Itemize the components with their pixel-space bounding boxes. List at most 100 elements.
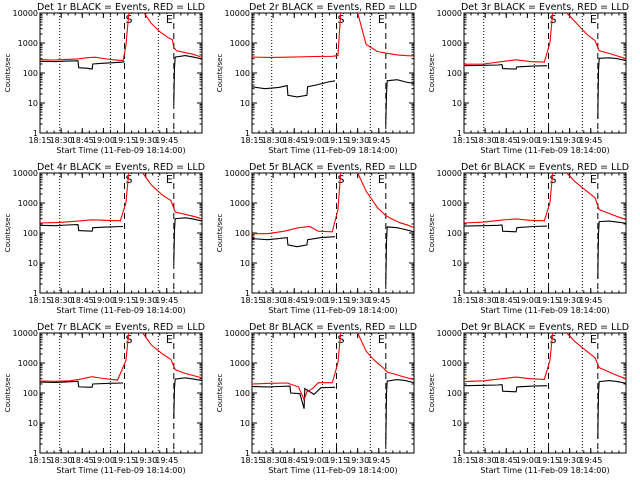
y-tick-label: 100 bbox=[447, 389, 462, 398]
marker-bg bbox=[125, 174, 134, 184]
x-tick-label: 18:30 bbox=[262, 456, 285, 465]
black-events-line-1 bbox=[252, 80, 336, 98]
red-lld-line-3 bbox=[566, 333, 626, 380]
plot-title: Det 4r BLACK = Events, RED = LLD bbox=[37, 162, 205, 173]
x-tick-label: 19:00 bbox=[92, 296, 115, 305]
x-tick-label: 18:30 bbox=[50, 456, 73, 465]
red-lld-line-2 bbox=[252, 173, 342, 235]
y-tick-label: 1000 bbox=[18, 39, 38, 48]
x-axis-label: Start Time (11-Feb-09 18:14:00) bbox=[480, 306, 609, 315]
y-tick-label: 100 bbox=[23, 69, 38, 78]
x-tick-label: 19:30 bbox=[558, 456, 581, 465]
marker-bg bbox=[125, 14, 134, 24]
y-axis-label: Counts/sec bbox=[428, 374, 436, 413]
marker-bg bbox=[337, 334, 346, 344]
y-tick-label: 1 bbox=[245, 289, 250, 298]
plot-frame bbox=[463, 332, 627, 454]
x-tick-label: 19:30 bbox=[134, 136, 157, 145]
series-group bbox=[252, 173, 414, 285]
x-tick-label: 19:30 bbox=[346, 136, 369, 145]
black-events-line-4 bbox=[597, 220, 626, 279]
marker-bg bbox=[377, 14, 386, 24]
marker-bg bbox=[165, 334, 174, 344]
black-events-line-1 bbox=[40, 60, 125, 70]
x-tick-label: 19:45 bbox=[367, 136, 390, 145]
y-tick-label: 100 bbox=[447, 229, 462, 238]
x-tick-label: 19:15 bbox=[537, 136, 560, 145]
plot-title: Det 1r BLACK = Events, RED = LLD bbox=[37, 2, 205, 13]
plot-panel-8: Det 8r BLACK = Events, RED = LLD 1 10 100 10… bbox=[216, 322, 417, 475]
x-tick-label: 19:00 bbox=[304, 456, 327, 465]
x-tick-label: 18:45 bbox=[71, 456, 94, 465]
x-axis-label: Start Time (11-Feb-09 18:14:00) bbox=[56, 146, 185, 155]
x-tick-label: 18:45 bbox=[283, 136, 306, 145]
black-events-line-4 bbox=[597, 380, 626, 439]
x-tick-label: 19:30 bbox=[558, 136, 581, 145]
y-tick-label: 10000 bbox=[225, 9, 250, 18]
y-axis-label: Counts/sec bbox=[4, 214, 12, 253]
marker-bg bbox=[165, 14, 174, 24]
y-tick-label: 10 bbox=[240, 419, 250, 428]
x-tick-label: 18:15 bbox=[452, 136, 475, 145]
x-tick-label: 18:45 bbox=[495, 296, 518, 305]
y-tick-label: 1 bbox=[33, 129, 38, 138]
red-lld-line-2 bbox=[40, 333, 130, 382]
y-tick-label: 10 bbox=[28, 419, 38, 428]
y-tick-label: 10000 bbox=[225, 169, 250, 178]
x-tick-label: 19:30 bbox=[134, 456, 157, 465]
plot-frame bbox=[463, 12, 627, 134]
red-lld-line-3 bbox=[566, 173, 626, 221]
y-tick-label: 10 bbox=[28, 259, 38, 268]
y-axis-label: Counts/sec bbox=[216, 54, 224, 93]
start-marker: S bbox=[338, 13, 345, 26]
x-tick-label: 19:00 bbox=[516, 456, 539, 465]
x-tick-label: 18:45 bbox=[495, 456, 518, 465]
y-tick-label: 1 bbox=[457, 289, 462, 298]
marker-bg bbox=[337, 14, 346, 24]
y-tick-label: 10 bbox=[240, 99, 250, 108]
x-tick-label: 18:15 bbox=[240, 136, 263, 145]
plot-frame bbox=[39, 172, 203, 294]
x-tick-label: 19:15 bbox=[113, 456, 136, 465]
black-events-line-1 bbox=[252, 236, 336, 248]
y-tick-label: 10000 bbox=[437, 9, 462, 18]
series-group bbox=[40, 173, 202, 264]
y-tick-label: 100 bbox=[235, 229, 250, 238]
marker-bg bbox=[337, 174, 346, 184]
y-tick-label: 1000 bbox=[442, 199, 462, 208]
y-tick-label: 10000 bbox=[437, 329, 462, 338]
plot-frame bbox=[251, 332, 415, 454]
x-axis-label: Start Time (11-Feb-09 18:14:00) bbox=[56, 466, 185, 475]
start-marker: S bbox=[550, 13, 557, 26]
plot-panel-9: Det 9r BLACK = Events, RED = LLD 1 10 100 10… bbox=[428, 322, 629, 475]
red-lld-line-3 bbox=[566, 13, 626, 60]
x-tick-label: 19:15 bbox=[537, 296, 560, 305]
red-lld-line-2 bbox=[464, 173, 554, 224]
red-lld-line-3 bbox=[357, 13, 414, 57]
red-lld-line-2 bbox=[40, 173, 130, 224]
y-tick-label: 1000 bbox=[230, 359, 250, 368]
y-axis-label: Counts/sec bbox=[428, 54, 436, 93]
y-tick-label: 10000 bbox=[13, 9, 38, 18]
black-events-line-1 bbox=[40, 224, 124, 232]
start-marker: S bbox=[126, 13, 133, 26]
x-tick-label: 19:00 bbox=[304, 136, 327, 145]
y-tick-label: 10000 bbox=[437, 169, 462, 178]
y-tick-label: 1000 bbox=[18, 359, 38, 368]
x-axis-label: Start Time (11-Feb-09 18:14:00) bbox=[480, 146, 609, 155]
y-tick-label: 100 bbox=[23, 389, 38, 398]
x-tick-label: 19:15 bbox=[113, 136, 136, 145]
x-tick-label: 18:45 bbox=[71, 296, 94, 305]
red-lld-line-3 bbox=[142, 173, 202, 220]
y-tick-label: 10 bbox=[28, 99, 38, 108]
red-lld-line-2 bbox=[464, 13, 554, 65]
y-tick-label: 1000 bbox=[442, 359, 462, 368]
x-tick-label: 19:15 bbox=[325, 136, 348, 145]
x-tick-label: 18:30 bbox=[50, 296, 73, 305]
x-tick-label: 18:30 bbox=[50, 136, 73, 145]
x-tick-label: 19:15 bbox=[325, 456, 348, 465]
y-tick-label: 1 bbox=[245, 129, 250, 138]
x-tick-label: 19:45 bbox=[579, 136, 602, 145]
x-tick-label: 19:30 bbox=[134, 296, 157, 305]
